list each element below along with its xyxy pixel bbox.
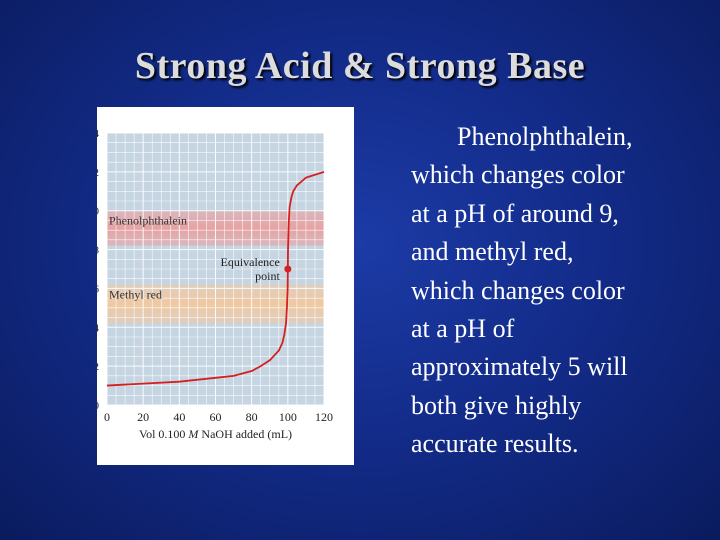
y-tick-label: 2 (97, 361, 99, 373)
band-label: Phenolphthalein (109, 214, 187, 228)
body-line: which changes color (411, 275, 625, 305)
y-tick-label: 4 (97, 322, 100, 334)
titration-curve (106, 171, 325, 387)
y-tick-label: 10 (97, 206, 100, 218)
annotation-label: Equivalence (221, 255, 280, 269)
titration-chart: Phenolphthalein Methyl red Equivalence poin… (97, 107, 354, 465)
y-tick-label: 0 (97, 400, 100, 412)
y-tick-label: 12 (97, 167, 99, 179)
body-line: Phenolphthalein, (457, 122, 633, 151)
y-tick-label: 14 (97, 128, 100, 140)
y-tick-label: 8 (97, 245, 100, 257)
body-line: at a pH of around 9, (411, 198, 619, 228)
body-text: Phenolphthalein, which changes color at … (411, 118, 701, 464)
body-line: which changes color (411, 160, 625, 190)
body-line: accurate results. (411, 429, 579, 459)
x-tick-label: 40 (173, 410, 185, 424)
slide-title: Strong Acid & Strong Base (134, 45, 586, 87)
body-line: at a pH of (411, 314, 515, 344)
titration-chart-svg: Phenolphthalein Methyl red Equivalencepoin… (97, 128, 333, 441)
band-label: Methyl red (109, 288, 162, 302)
body-line: both give highly (411, 390, 582, 420)
x-tick-label: 100 (279, 410, 297, 424)
equivalence-point-marker (284, 265, 292, 273)
x-tick-label: 120 (315, 410, 333, 424)
x-tick-label: 60 (210, 410, 222, 424)
x-axis-label: Vol 0.100 M NaOH added (mL) (139, 427, 292, 441)
annotation-label: point (255, 269, 280, 283)
body-line: approximately 5 will (411, 352, 628, 382)
x-tick-label: 0 (104, 410, 110, 424)
x-tick-label: 20 (137, 410, 149, 424)
y-tick-label: 6 (97, 283, 100, 295)
x-tick-label: 80 (246, 410, 258, 424)
body-line: and methyl red, (411, 237, 574, 267)
